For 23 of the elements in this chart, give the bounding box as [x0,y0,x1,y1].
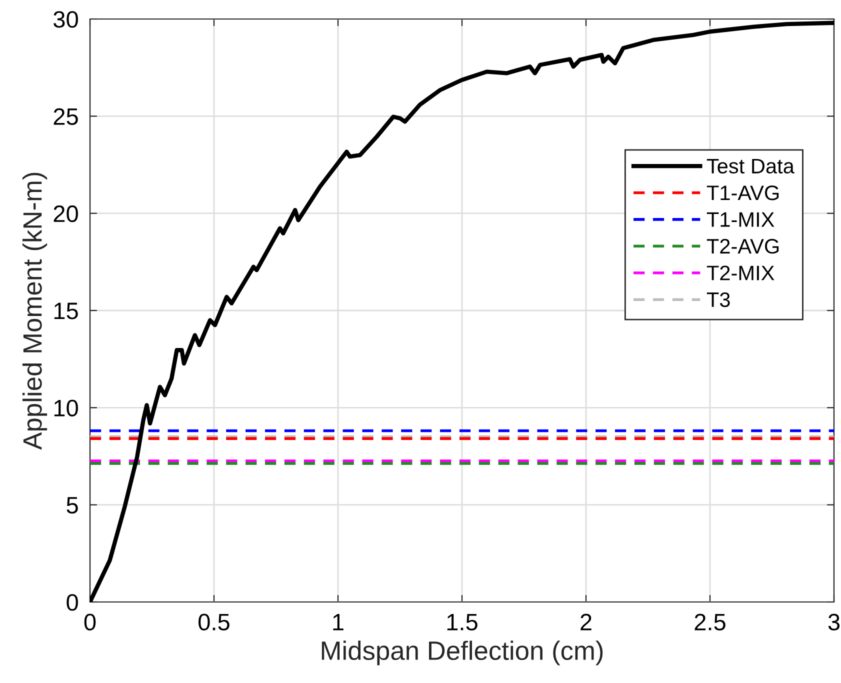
x-tick-label: 3 [828,614,840,630]
y-tick-label: 15 [54,302,78,320]
legend-label: T2-AVG [706,238,779,254]
x-tick-label: 0 [84,614,96,630]
x-tick-label: 2.5 [694,614,726,630]
legend-label: T1-AVG [706,185,779,200]
y-tick-label: 0 [66,594,78,611]
legend-label: T3 [706,292,730,308]
line-series [90,20,834,602]
x-tick-label: 2 [580,614,592,630]
x-tick-label: 0.5 [198,614,230,630]
y-tick-label: 30 [54,11,78,28]
y-axis-title: Applied Moment (kN-m) [22,172,48,450]
y-tick-label: 10 [54,400,78,416]
x-tick-label: 1.5 [447,614,478,630]
x-tick-label: 1 [333,614,344,630]
legend-label: T1-MIX [706,212,774,227]
legend-label: Test Data [706,158,794,174]
y-tick-label: 5 [66,497,78,514]
legend-label: T2-MIX [706,266,774,280]
y-tick-label: 25 [54,108,78,125]
x-axis-title: Midspan Deflection (cm) [322,640,603,666]
y-tick-label: 20 [54,205,78,222]
